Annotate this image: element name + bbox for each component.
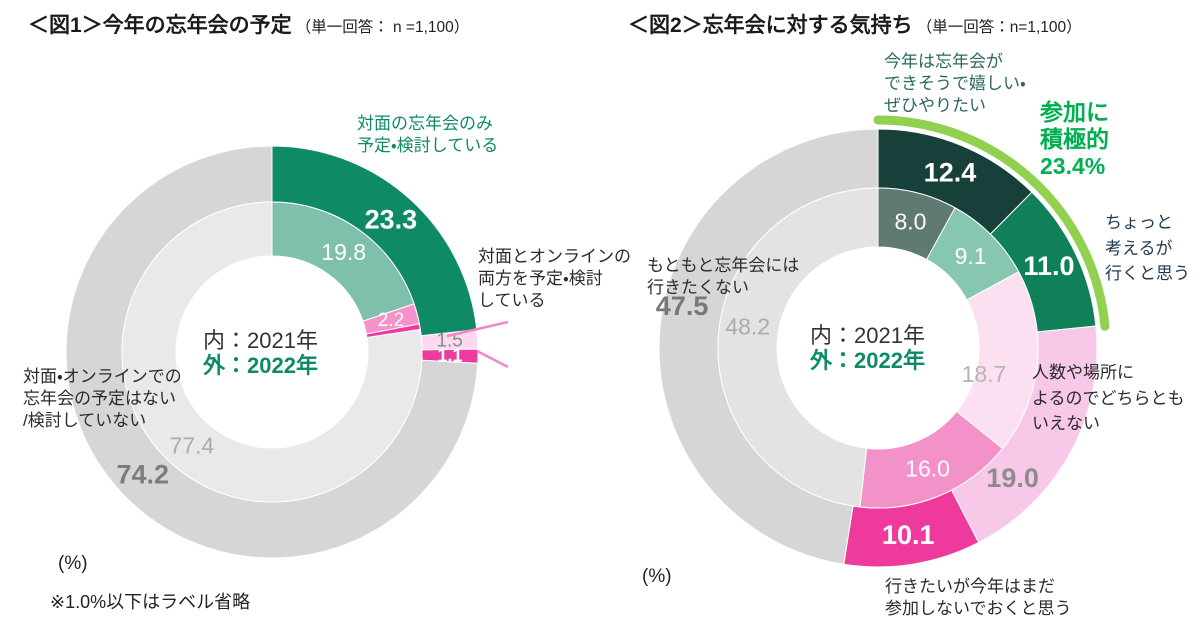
fig2-value-label-1-0: 8.0 [894, 209, 926, 235]
fig2-value-label-1-2: 18.7 [962, 361, 1007, 387]
fig1-inner-segment-3 [121, 201, 423, 503]
figure1-title: ＜図1＞今年の忘年会の予定 （単一回答： n =1,100） [28, 9, 469, 39]
fig2-highlight-arc [873, 115, 1110, 331]
fig1-value-label-1-1: 2.2 [378, 310, 404, 331]
fig2-label-happy: 今年は忘年会が できそうで嬉しい・ ぜひやりたい [884, 52, 1026, 115]
fig1-center-outer-year: 外：2022年 [203, 352, 318, 378]
fig2-value-label-0-1: 11.0 [1023, 251, 1074, 281]
fig2-center-note: 内：2021年 外：2022年 [810, 323, 925, 373]
fig1-label-none: 対面・オンラインでの 忘年会の予定はない /検討していない [23, 367, 182, 430]
fig1-leader-line-1 [446, 320, 509, 338]
fig2-value-label-1-1: 9.1 [955, 243, 987, 269]
figure2-title-note: （単一回答：n=1,100） [916, 19, 1082, 36]
fig2-label-consider: ちょっと 考えるが 行くと思う [1105, 213, 1190, 283]
fig2-label-depends: 人数や場所に よるのでどちらとも いえない [1032, 363, 1185, 433]
fig1-value-label-0-2: 1.1 [437, 346, 462, 366]
fig1-footnote: ※1.0%以下はラベル省略 [50, 592, 251, 612]
fig2-value-label-0-0: 12.4 [924, 158, 977, 188]
fig2-value-label-0-3: 10.1 [882, 520, 935, 550]
fig1-value-label-0-3: 74.2 [116, 459, 169, 489]
fig2-value-label-0-4: 47.5 [656, 291, 709, 321]
fig2-inner-segment-4 [717, 187, 879, 508]
fig2-value-label-0-2: 19.0 [986, 463, 1039, 493]
fig2-center-inner-year: 内：2021年 [810, 323, 925, 348]
fig1-center-note: 内：2021年 外：2022年 [203, 328, 318, 378]
fig1-value-label-0-1: 1.5 [436, 331, 462, 352]
fig1-unit-label: (%) [58, 553, 88, 574]
figure1-title-note: （単一回答： n =1,100） [295, 19, 470, 36]
fig2-value-label-1-3: 16.0 [905, 456, 950, 482]
fig1-value-label-1-0: 19.8 [321, 239, 366, 265]
fig1-value-label-0-0: 23.3 [365, 205, 418, 235]
figure2-title-text: ＜図2＞忘年会に対する気持ち [628, 14, 913, 37]
fig2-value-label-1-4: 48.2 [725, 314, 770, 340]
fig2-label-skip: 行きたいが今年はまだ 参加しないでおくと思う [885, 577, 1072, 618]
figure1-title-text: ＜図1＞今年の忘年会の予定 [28, 14, 292, 37]
fig1-leader-line-2 [476, 349, 509, 369]
fig1-label-face-only: 対面の忘年会のみ 予定・検討している [357, 114, 499, 155]
figure2-title: ＜図2＞忘年会に対する気持ち （単一回答：n=1,100） [628, 9, 1082, 39]
fig1-value-label-1-3: 77.4 [169, 432, 214, 458]
fig2-highlight-callout: 参加に 積極的 23.4% [1040, 99, 1109, 179]
fig2-center-outer-year: 外：2022年 [810, 347, 925, 373]
fig2-label-never: もともと忘年会には 行きたくない [647, 256, 800, 297]
fig1-label-both: 対面とオンラインの 両方を予定・検討 している [478, 247, 631, 310]
fig2-unit-label: (%) [642, 566, 672, 587]
fig1-center-inner-year: 内：2021年 [203, 328, 318, 353]
